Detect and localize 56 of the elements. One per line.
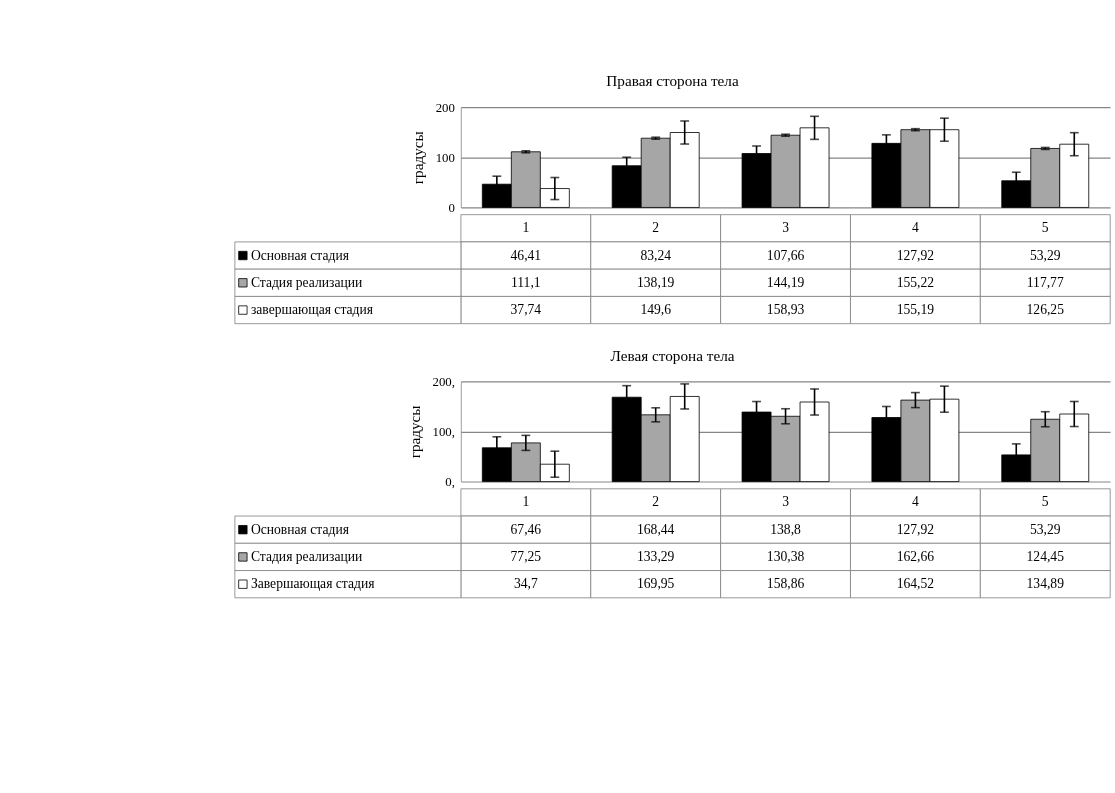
- y-axis-title: градусы: [408, 131, 426, 185]
- x-tick-label: 1: [522, 220, 530, 236]
- data-label: 164,52: [896, 576, 935, 592]
- y-tick-label: 0,: [445, 475, 455, 489]
- data-label: 130,38: [766, 548, 805, 564]
- data-label: 126,25: [1026, 302, 1065, 318]
- data-label: 158,86: [766, 576, 805, 592]
- data-label: 77,25: [510, 548, 542, 564]
- data-label: 124,45: [1026, 548, 1065, 564]
- data-label: 155,22: [896, 274, 935, 290]
- legend-label: завершающая стадия: [250, 302, 374, 318]
- data-label: 111,1: [511, 274, 541, 290]
- chart-title: Правая сторона тела: [606, 72, 739, 90]
- legend-label: Стадия реализации: [250, 548, 363, 564]
- data-label: 37,74: [510, 302, 542, 318]
- x-tick-label: 1: [522, 494, 530, 510]
- legend-label: Основная стадия: [250, 521, 350, 537]
- data-label: 138,19: [636, 274, 675, 290]
- data-label: 144,19: [766, 274, 805, 290]
- data-label: 34,7: [513, 576, 538, 592]
- data-label: 46,41: [510, 247, 542, 263]
- data-label: 117,77: [1026, 274, 1064, 290]
- data-label: 127,92: [896, 247, 935, 263]
- y-tick-label: 0: [448, 200, 455, 215]
- data-label: 168,44: [636, 521, 675, 537]
- legend-label: Завершающая стадия: [250, 576, 376, 592]
- x-tick-label: 4: [912, 494, 919, 510]
- x-tick-label: 3: [782, 494, 790, 510]
- data-label: 67,46: [510, 521, 542, 537]
- chart-title: Левая сторона тела: [610, 346, 735, 364]
- y-tick-label: 200,: [432, 374, 455, 389]
- data-label: 53,29: [1029, 247, 1061, 263]
- data-label: 162,66: [896, 548, 935, 564]
- legend-label: Стадия реализации: [250, 274, 363, 290]
- x-tick-label: 5: [1041, 220, 1049, 236]
- data-label: 155,19: [896, 302, 935, 318]
- x-tick-label: 3: [782, 220, 790, 236]
- legend-label: Основная стадия: [250, 247, 350, 263]
- y-tick-label: 100: [435, 150, 455, 165]
- y-axis-title: градусы: [405, 405, 423, 459]
- x-tick-label: 4: [912, 220, 919, 236]
- y-tick-label: 100,: [432, 424, 455, 439]
- data-label: 53,29: [1029, 521, 1061, 537]
- data-label: 107,66: [766, 247, 805, 263]
- data-label: 138,8: [770, 521, 802, 537]
- x-tick-label: 2: [652, 220, 660, 236]
- x-tick-label: 2: [652, 494, 660, 510]
- data-label: 83,24: [640, 247, 672, 263]
- data-label: 158,93: [766, 302, 805, 318]
- x-tick-label: 5: [1041, 494, 1049, 510]
- y-tick-label: 200: [435, 100, 455, 115]
- data-label: 134,89: [1026, 576, 1065, 592]
- data-label: 149,6: [640, 302, 672, 318]
- data-label: 127,92: [896, 521, 935, 537]
- data-label: 133,29: [636, 548, 675, 564]
- data-label: 169,95: [636, 576, 675, 592]
